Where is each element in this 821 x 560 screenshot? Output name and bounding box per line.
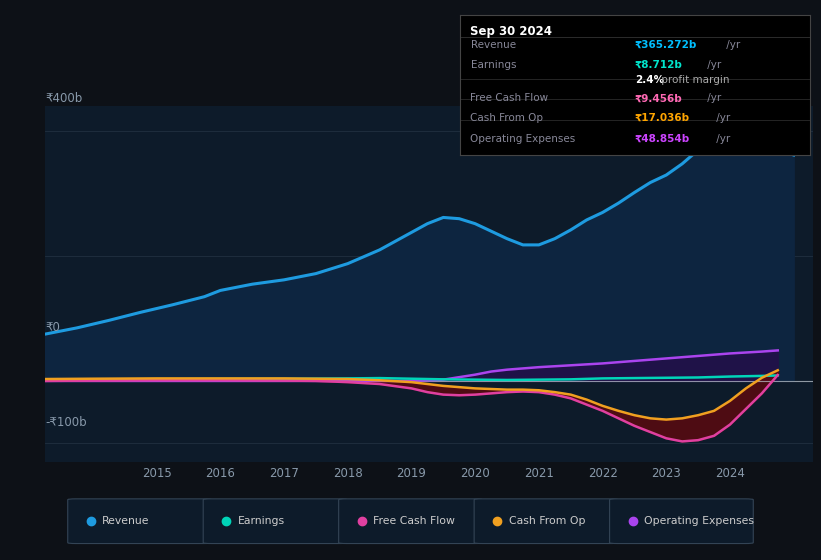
Text: /yr: /yr bbox=[723, 40, 741, 50]
Text: /yr: /yr bbox=[713, 113, 731, 123]
Text: Free Cash Flow: Free Cash Flow bbox=[373, 516, 455, 526]
Text: ₹9.456b: ₹9.456b bbox=[635, 94, 683, 104]
Text: /yr: /yr bbox=[713, 134, 731, 144]
Text: Earnings: Earnings bbox=[238, 516, 285, 526]
Text: -₹100b: -₹100b bbox=[45, 416, 87, 430]
FancyBboxPatch shape bbox=[67, 499, 212, 544]
Text: Revenue: Revenue bbox=[102, 516, 149, 526]
Text: /yr: /yr bbox=[704, 60, 721, 70]
Text: ₹365.272b: ₹365.272b bbox=[635, 40, 697, 50]
Text: /yr: /yr bbox=[704, 94, 721, 104]
FancyBboxPatch shape bbox=[203, 499, 346, 544]
Text: profit margin: profit margin bbox=[658, 75, 729, 85]
FancyBboxPatch shape bbox=[338, 499, 482, 544]
Text: Operating Expenses: Operating Expenses bbox=[470, 134, 576, 144]
Text: Cash From Op: Cash From Op bbox=[509, 516, 585, 526]
Text: Earnings: Earnings bbox=[470, 60, 516, 70]
Text: ₹48.854b: ₹48.854b bbox=[635, 134, 690, 144]
FancyBboxPatch shape bbox=[475, 499, 617, 544]
Text: Sep 30 2024: Sep 30 2024 bbox=[470, 25, 553, 38]
Text: Operating Expenses: Operating Expenses bbox=[644, 516, 754, 526]
Text: ₹0: ₹0 bbox=[45, 321, 60, 334]
Text: ₹8.712b: ₹8.712b bbox=[635, 60, 683, 70]
Text: Free Cash Flow: Free Cash Flow bbox=[470, 94, 548, 104]
Text: Revenue: Revenue bbox=[470, 40, 516, 50]
Text: ₹400b: ₹400b bbox=[45, 91, 82, 105]
Text: 2.4%: 2.4% bbox=[635, 75, 664, 85]
Text: Cash From Op: Cash From Op bbox=[470, 113, 544, 123]
Text: ₹17.036b: ₹17.036b bbox=[635, 113, 690, 123]
FancyBboxPatch shape bbox=[609, 499, 754, 544]
